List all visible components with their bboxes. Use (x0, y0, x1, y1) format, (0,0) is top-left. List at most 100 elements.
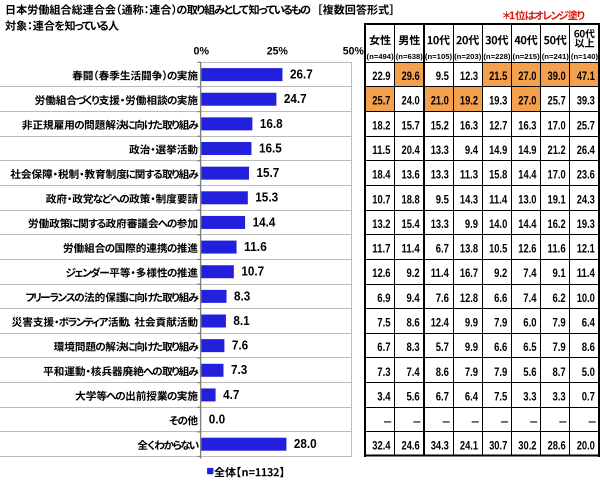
svg-text:7.5: 7.5 (377, 316, 390, 330)
svg-text:14.9: 14.9 (518, 143, 536, 157)
svg-text:10.0: 10.0 (577, 291, 595, 305)
svg-text:12.1: 12.1 (577, 242, 595, 256)
svg-text:14.4: 14.4 (518, 217, 536, 231)
svg-text:9.9: 9.9 (465, 316, 478, 330)
svg-text:15.2: 15.2 (431, 118, 449, 132)
svg-text:25.7: 25.7 (548, 94, 566, 108)
svg-text:6.4: 6.4 (465, 389, 478, 403)
svg-text:(n=638): (n=638) (396, 52, 424, 61)
svg-text:6.0: 6.0 (523, 316, 536, 330)
svg-text:50%: 50% (343, 46, 364, 58)
svg-text:12.6: 12.6 (372, 266, 390, 280)
svg-text:39.3: 39.3 (577, 94, 595, 108)
svg-text:12.3: 12.3 (460, 69, 478, 83)
svg-text:14.0: 14.0 (489, 217, 507, 231)
svg-text:15.7: 15.7 (257, 165, 280, 180)
svg-text:3.3: 3.3 (523, 389, 536, 403)
svg-text:5.0: 5.0 (582, 365, 595, 379)
svg-text:6.5: 6.5 (523, 340, 536, 354)
svg-text:9.2: 9.2 (407, 266, 420, 280)
svg-text:25.7: 25.7 (372, 94, 390, 108)
svg-text:0.0: 0.0 (209, 411, 225, 426)
svg-text:26.7: 26.7 (290, 67, 313, 82)
svg-text:16.3: 16.3 (460, 118, 478, 132)
svg-text:19.3: 19.3 (577, 217, 595, 231)
svg-text:(n=228): (n=228) (483, 52, 511, 61)
svg-text:(n=203): (n=203) (454, 52, 482, 61)
svg-text:15.8: 15.8 (489, 168, 507, 182)
svg-text:17.0: 17.0 (548, 118, 566, 132)
svg-text:25%: 25% (267, 46, 288, 58)
svg-text:9.4: 9.4 (465, 143, 478, 157)
svg-text:7.9: 7.9 (494, 316, 507, 330)
svg-text:7.4: 7.4 (407, 365, 420, 379)
svg-text:32.4: 32.4 (372, 439, 390, 453)
svg-text:19.2: 19.2 (460, 94, 478, 108)
svg-text:7.3: 7.3 (377, 365, 390, 379)
svg-text:7.9: 7.9 (465, 365, 478, 379)
svg-text:(n=241): (n=241) (542, 52, 570, 61)
svg-text:34.3: 34.3 (431, 439, 449, 453)
svg-text:13.8: 13.8 (460, 242, 478, 256)
svg-text:–: – (442, 416, 450, 428)
svg-text:20.4: 20.4 (402, 143, 420, 157)
svg-text:21.2: 21.2 (548, 143, 566, 157)
svg-text:9.5: 9.5 (436, 192, 449, 206)
svg-text:15.7: 15.7 (402, 118, 420, 132)
svg-text:12.8: 12.8 (460, 291, 478, 305)
svg-text:29.6: 29.6 (402, 69, 420, 83)
svg-text:21.0: 21.0 (431, 94, 449, 108)
svg-text:14.4: 14.4 (253, 214, 276, 229)
svg-text:16.8: 16.8 (260, 116, 283, 131)
svg-text:24.6: 24.6 (402, 439, 420, 453)
svg-text:8.6: 8.6 (436, 365, 449, 379)
svg-text:11.5: 11.5 (372, 143, 390, 157)
svg-text:–: – (471, 416, 479, 428)
svg-text:–: – (384, 416, 392, 428)
svg-text:20.0: 20.0 (577, 439, 595, 453)
svg-text:8.3: 8.3 (234, 288, 250, 303)
svg-text:7.6: 7.6 (232, 338, 248, 353)
svg-text:10.7: 10.7 (241, 264, 264, 279)
svg-text:(n=494): (n=494) (367, 52, 395, 61)
svg-text:8.6: 8.6 (582, 340, 595, 354)
svg-text:16.7: 16.7 (460, 266, 478, 280)
svg-text:11.4: 11.4 (431, 266, 449, 280)
svg-text:19.1: 19.1 (548, 192, 566, 206)
svg-text:11.3: 11.3 (460, 168, 478, 182)
svg-text:7.6: 7.6 (436, 291, 449, 305)
svg-text:16.2: 16.2 (548, 217, 566, 231)
svg-text:6.7: 6.7 (436, 389, 449, 403)
svg-text:28.0: 28.0 (294, 436, 317, 451)
svg-text:9.5: 9.5 (436, 69, 449, 83)
svg-text:9.9: 9.9 (465, 217, 478, 231)
svg-text:6.7: 6.7 (377, 340, 390, 354)
svg-text:14.4: 14.4 (518, 168, 536, 182)
svg-text:13.6: 13.6 (402, 168, 420, 182)
svg-text:22.9: 22.9 (372, 69, 390, 83)
svg-text:21.5: 21.5 (489, 69, 507, 83)
svg-text:16.5: 16.5 (259, 140, 282, 155)
svg-text:12.7: 12.7 (489, 118, 507, 132)
svg-text:14.9: 14.9 (489, 143, 507, 157)
svg-text:39.0: 39.0 (548, 69, 566, 83)
svg-text:5.6: 5.6 (523, 365, 536, 379)
svg-text:5.6: 5.6 (407, 389, 420, 403)
svg-text:5.7: 5.7 (436, 340, 449, 354)
svg-text:(n=140): (n=140) (571, 52, 599, 61)
svg-text:7.4: 7.4 (523, 291, 536, 305)
svg-text:–: – (588, 416, 596, 428)
svg-text:11.7: 11.7 (372, 242, 390, 256)
svg-text:9.2: 9.2 (494, 266, 507, 280)
svg-text:7.9: 7.9 (553, 340, 566, 354)
svg-text:10.7: 10.7 (372, 192, 390, 206)
svg-text:11.4: 11.4 (489, 192, 507, 206)
svg-text:47.1: 47.1 (577, 69, 595, 83)
svg-text:3.3: 3.3 (553, 389, 566, 403)
svg-text:11.6: 11.6 (244, 239, 267, 254)
svg-text:17.0: 17.0 (548, 168, 566, 182)
svg-text:6.2: 6.2 (553, 291, 566, 305)
svg-text:3.4: 3.4 (377, 389, 390, 403)
svg-text:25.7: 25.7 (577, 118, 595, 132)
svg-text:–: – (501, 416, 509, 428)
